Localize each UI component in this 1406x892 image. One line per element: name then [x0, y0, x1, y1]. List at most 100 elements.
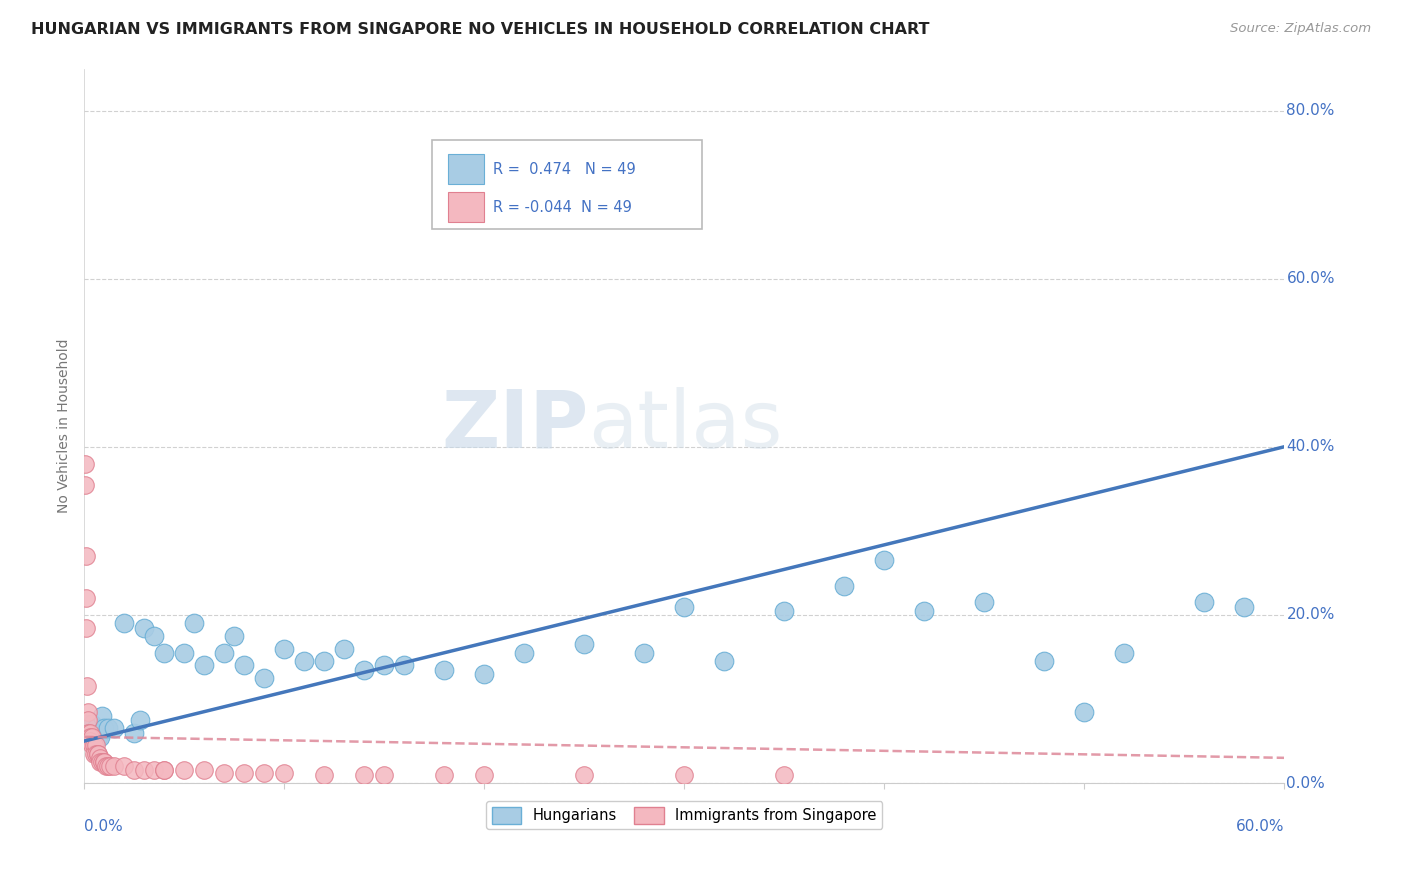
Point [314, 767, 336, 781]
Text: 0.0%: 0.0% [1286, 775, 1326, 790]
Point [143, 629, 166, 643]
Point [273, 766, 295, 780]
Point [253, 766, 276, 780]
Point [1192, 595, 1215, 609]
Point [574, 767, 596, 781]
Point [76, 679, 98, 693]
Text: 0.0%: 0.0% [84, 819, 124, 834]
Point [87, 747, 110, 761]
Point [134, 621, 156, 635]
Point [73, 457, 96, 471]
Point [79, 725, 101, 739]
Point [353, 767, 375, 781]
Text: R =  0.474   N = 49: R = 0.474 N = 49 [494, 162, 637, 177]
Point [673, 599, 696, 614]
Point [98, 759, 121, 773]
Point [79, 734, 101, 748]
Point [83, 738, 105, 752]
Point [93, 722, 115, 736]
Point [1033, 654, 1056, 668]
Point [87, 730, 110, 744]
Point [373, 767, 395, 781]
Point [75, 549, 97, 563]
Point [89, 751, 111, 765]
Point [214, 766, 236, 780]
Point [129, 713, 152, 727]
Point [433, 663, 456, 677]
Point [77, 725, 100, 739]
Point [373, 658, 395, 673]
Point [96, 759, 118, 773]
Point [233, 658, 256, 673]
Point [912, 604, 935, 618]
Point [574, 637, 596, 651]
Point [973, 595, 995, 609]
Point [91, 708, 114, 723]
Point [86, 722, 108, 736]
Point [1233, 599, 1256, 614]
Point [673, 767, 696, 781]
Point [75, 621, 97, 635]
Point [75, 477, 97, 491]
Point [91, 755, 114, 769]
Point [273, 641, 295, 656]
Point [83, 747, 105, 761]
Point [193, 764, 215, 778]
Point [87, 747, 110, 761]
Point [112, 616, 135, 631]
Point [214, 646, 236, 660]
Point [143, 764, 166, 778]
Point [77, 705, 100, 719]
Point [124, 764, 146, 778]
Point [153, 764, 176, 778]
Point [513, 646, 536, 660]
Point [183, 616, 205, 631]
Point [713, 654, 735, 668]
Point [93, 755, 115, 769]
Point [633, 646, 655, 660]
Point [353, 663, 375, 677]
Point [79, 725, 101, 739]
Point [86, 738, 108, 752]
Text: 80.0%: 80.0% [1286, 103, 1334, 118]
Point [79, 730, 101, 744]
Point [233, 766, 256, 780]
Point [83, 725, 105, 739]
Point [314, 654, 336, 668]
Point [103, 759, 125, 773]
Point [77, 725, 100, 739]
Text: 40.0%: 40.0% [1286, 439, 1334, 454]
Point [773, 767, 796, 781]
Point [394, 658, 416, 673]
Bar [449, 154, 484, 185]
Point [1073, 705, 1095, 719]
Text: HUNGARIAN VS IMMIGRANTS FROM SINGAPORE NO VEHICLES IN HOUSEHOLD CORRELATION CHAR: HUNGARIAN VS IMMIGRANTS FROM SINGAPORE N… [31, 22, 929, 37]
Y-axis label: No Vehicles in Household: No Vehicles in Household [58, 339, 72, 513]
Point [1114, 646, 1136, 660]
Point [86, 747, 108, 761]
Point [89, 730, 111, 744]
Text: 60.0%: 60.0% [1236, 819, 1284, 834]
Point [224, 629, 246, 643]
Point [124, 725, 146, 739]
Point [472, 666, 495, 681]
Point [173, 764, 195, 778]
Point [173, 646, 195, 660]
Bar [449, 192, 484, 222]
Point [193, 658, 215, 673]
Point [773, 604, 796, 618]
Point [75, 717, 97, 731]
Point [75, 591, 97, 606]
Point [77, 713, 100, 727]
Text: 60.0%: 60.0% [1286, 271, 1334, 286]
Point [333, 641, 356, 656]
Point [433, 767, 456, 781]
FancyBboxPatch shape [432, 140, 702, 229]
Legend: Hungarians, Immigrants from Singapore: Hungarians, Immigrants from Singapore [486, 801, 883, 830]
Point [134, 764, 156, 778]
Point [153, 764, 176, 778]
Text: 20.0%: 20.0% [1286, 607, 1334, 623]
Point [112, 759, 135, 773]
Text: R = -0.044  N = 49: R = -0.044 N = 49 [494, 200, 633, 215]
Point [97, 759, 120, 773]
